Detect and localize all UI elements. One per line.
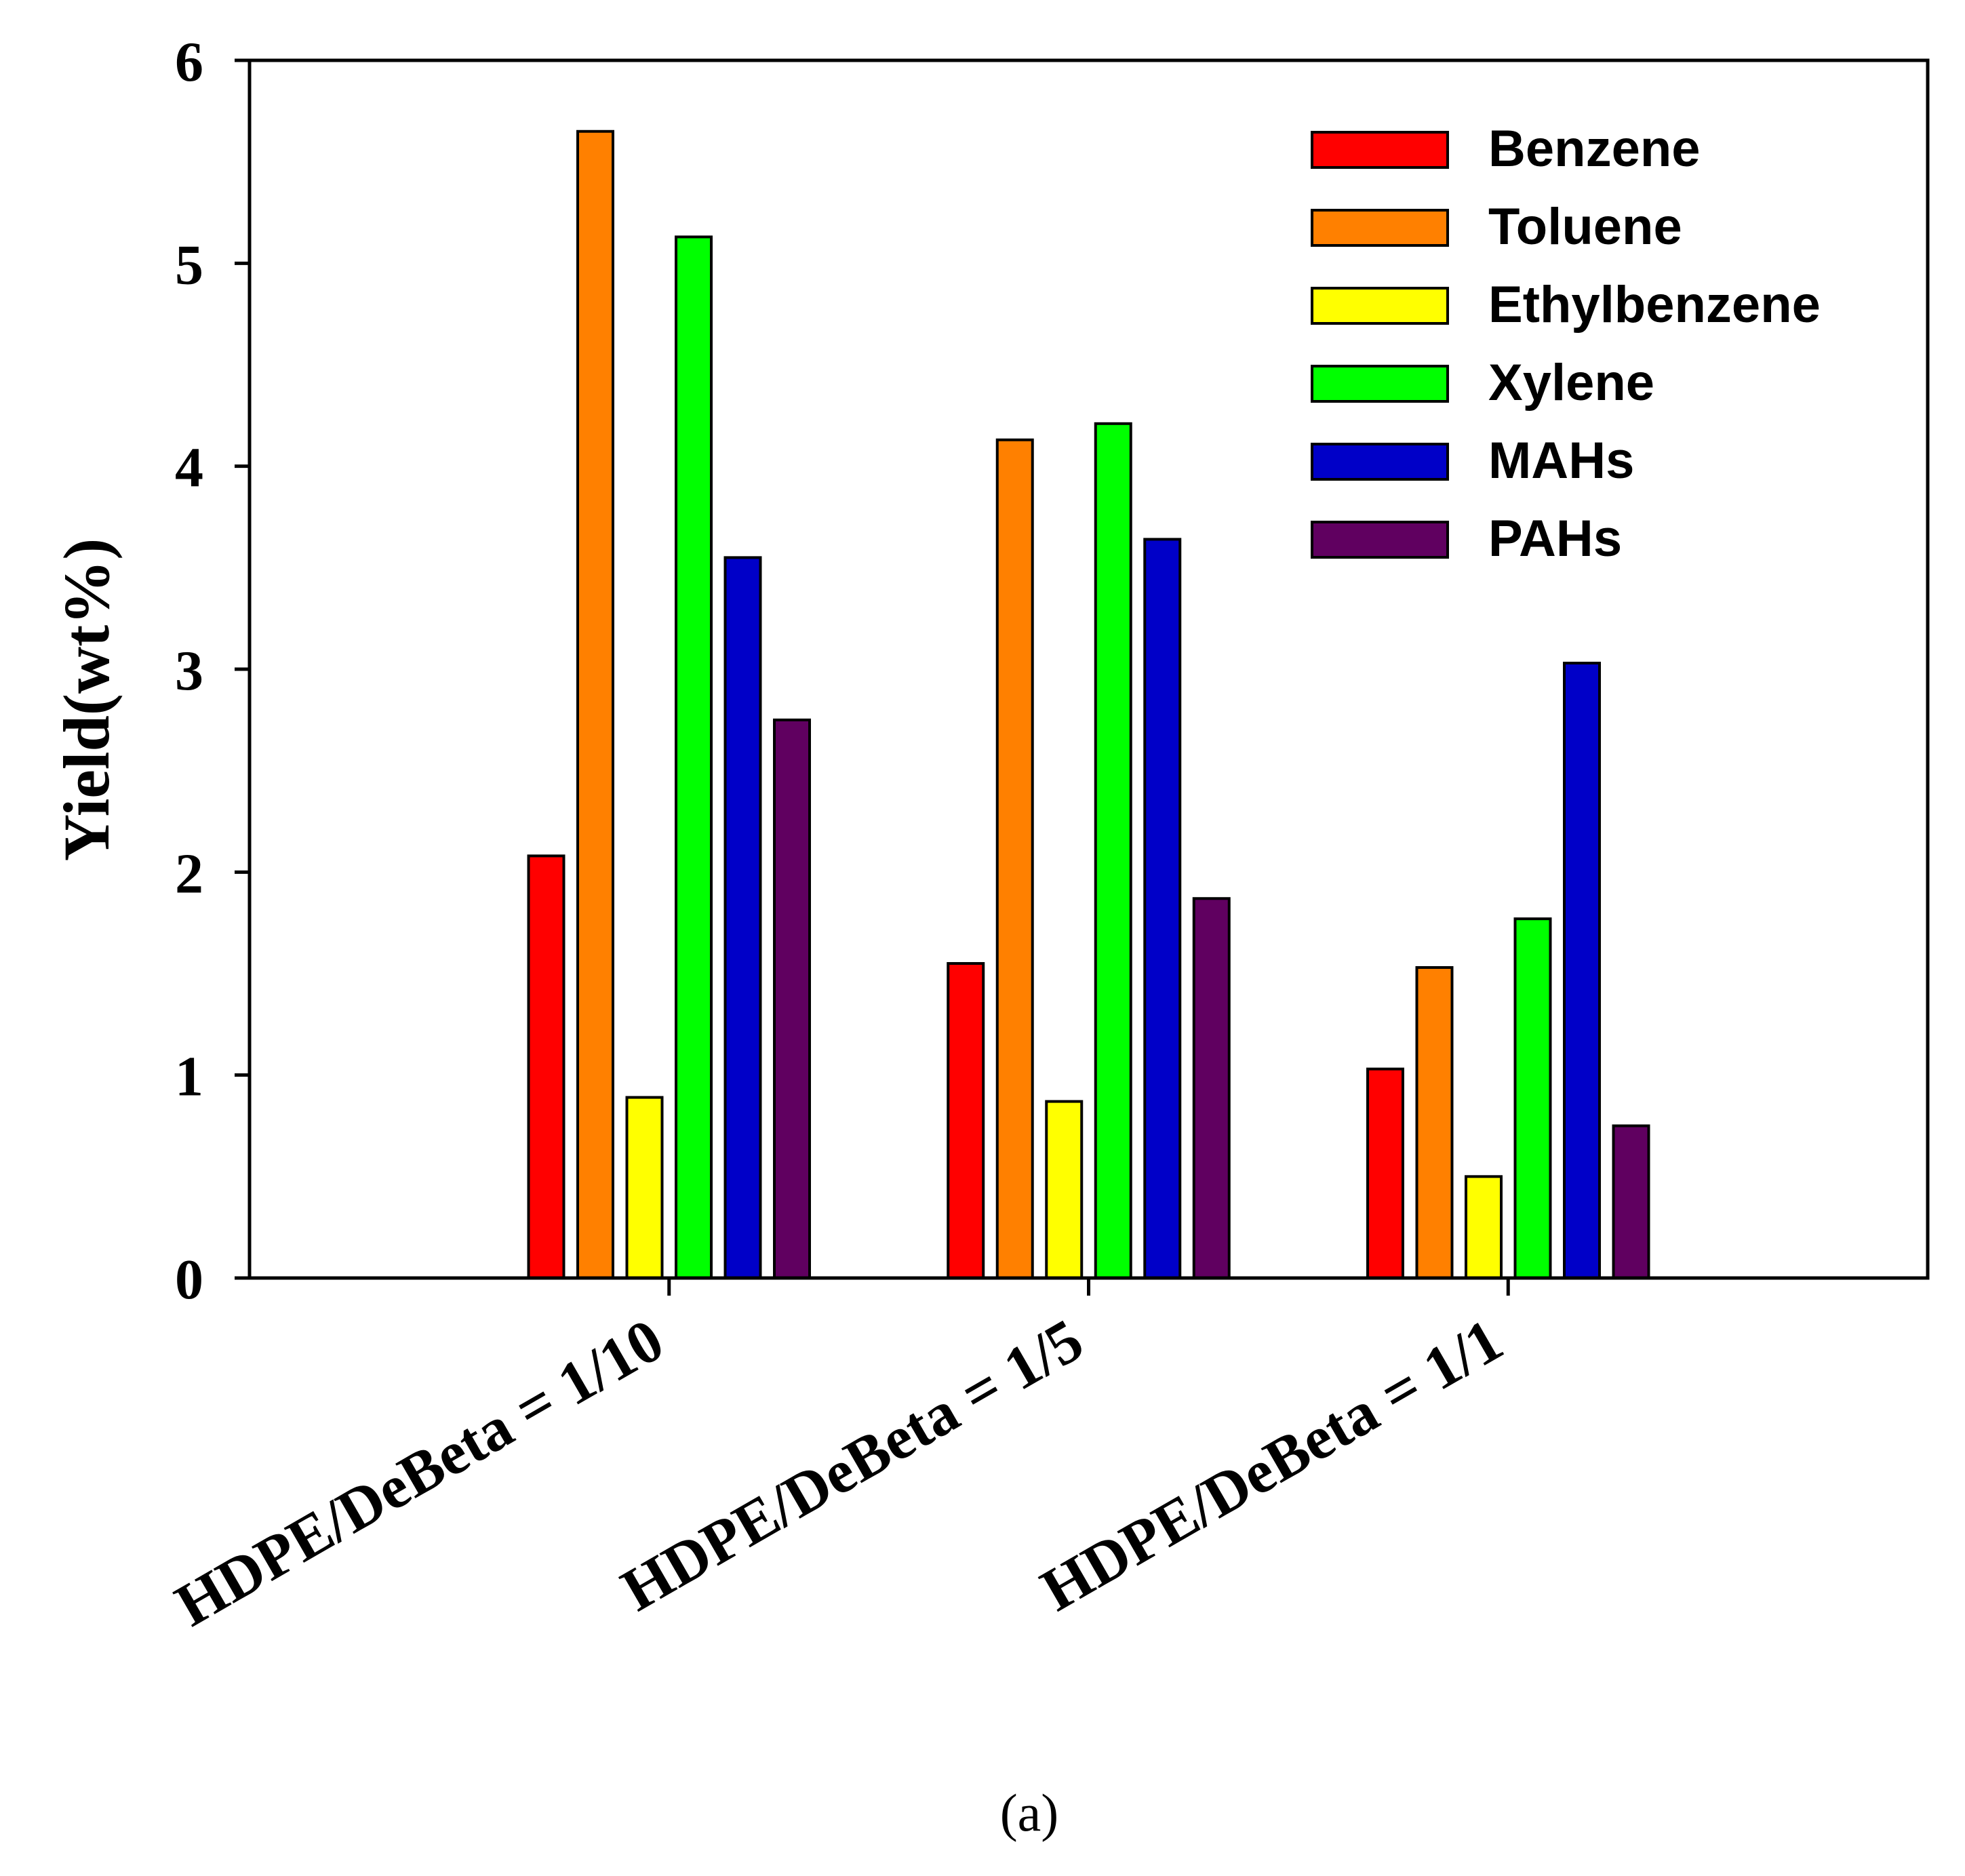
bar-toluene-0 [576, 129, 614, 1279]
y-tick-label: 1 [175, 1045, 203, 1109]
bar-toluene-1 [995, 438, 1034, 1280]
legend-swatch-ethylbenzene [1311, 287, 1449, 325]
bar-ethylbenzene-0 [625, 1096, 664, 1280]
bar-ethylbenzene-2 [1465, 1175, 1503, 1280]
y-tick-label: 3 [175, 639, 203, 702]
y-tick-label: 5 [175, 233, 203, 296]
legend-swatch-benzene [1311, 131, 1449, 169]
bar-benzene-0 [527, 854, 565, 1280]
x-category-label: HDPE/DeBeta = 1/1 [1030, 1306, 1513, 1624]
y-tick-label: 6 [175, 31, 203, 94]
legend-swatch-pahs [1311, 521, 1449, 559]
bar-benzene-1 [947, 962, 985, 1279]
bar-xylene-2 [1513, 917, 1552, 1280]
legend-label-mahs: MAHs [1488, 432, 1634, 490]
bar-pahs-2 [1612, 1124, 1650, 1279]
legend-swatch-toluene [1311, 209, 1449, 247]
bar-mahs-0 [723, 556, 762, 1279]
bar-series-group [527, 129, 1650, 1280]
bar-mahs-1 [1143, 538, 1182, 1280]
legend-label-ethylbenzene: Ethylbenzene [1488, 276, 1821, 334]
legend-swatch-xylene [1311, 365, 1449, 403]
legend-label-benzene: Benzene [1488, 120, 1701, 178]
figure-caption: (a) [1000, 1783, 1059, 1842]
bar-toluene-2 [1415, 966, 1454, 1280]
y-tick-label: 0 [175, 1248, 203, 1311]
y-axis-label: Yield(wt%) [50, 538, 123, 861]
bar-ethylbenzene-1 [1045, 1100, 1084, 1279]
legend-label-xylene: Xylene [1488, 354, 1654, 412]
x-category-label: HDPE/DeBeta = 1/10 [165, 1306, 675, 1639]
legend-label-toluene: Toluene [1488, 198, 1682, 256]
bar-pahs-0 [773, 718, 811, 1280]
x-category-label: HDPE/DeBeta = 1/5 [610, 1306, 1094, 1624]
y-tick-label: 2 [175, 842, 203, 905]
y-tick-label: 4 [175, 437, 203, 500]
y-axis: 0 1 2 3 4 5 6 [175, 31, 250, 1311]
bar-xylene-0 [675, 235, 713, 1279]
legend-label-pahs: PAHs [1488, 510, 1622, 567]
bar-benzene-2 [1366, 1067, 1404, 1279]
legend: Benzene Toluene Ethylbenzene Xylene MAHs PAHs [1311, 120, 1821, 567]
bar-pahs-1 [1192, 897, 1231, 1280]
bar-mahs-2 [1563, 662, 1601, 1279]
bar-xylene-1 [1094, 422, 1132, 1279]
legend-swatch-mahs [1311, 443, 1449, 481]
